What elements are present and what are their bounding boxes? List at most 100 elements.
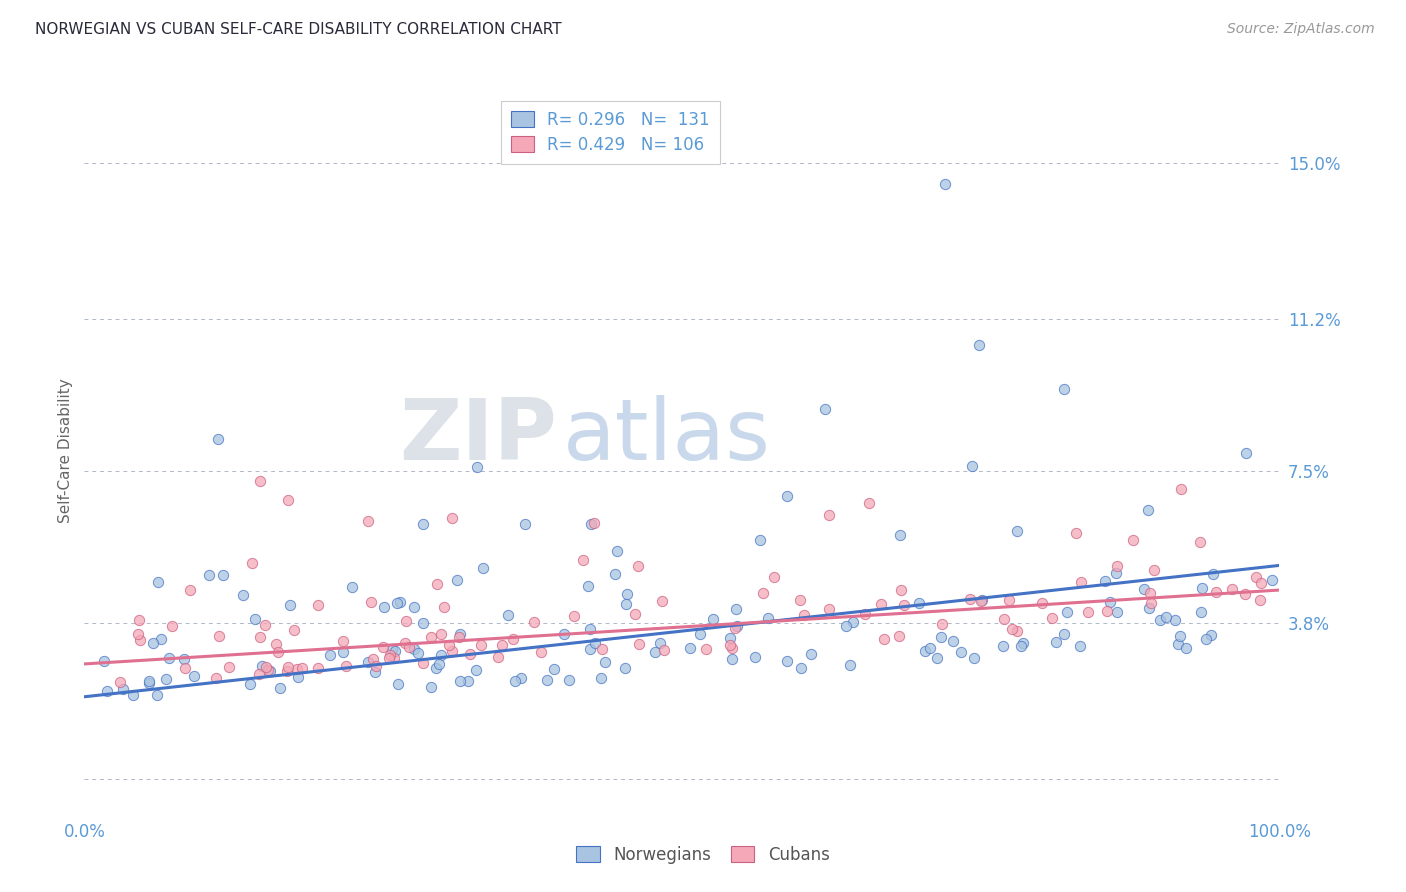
Point: [789, 593, 811, 607]
Point: [208, 629, 231, 643]
Point: [817, 508, 839, 522]
Point: [718, 638, 741, 652]
Point: [138, 673, 160, 688]
Point: [998, 592, 1021, 607]
Point: [1164, 613, 1187, 627]
Text: ZIP: ZIP: [399, 394, 557, 477]
Point: [800, 647, 823, 661]
Point: [1149, 613, 1171, 627]
Point: [420, 680, 443, 694]
Point: [593, 655, 616, 669]
Point: [412, 656, 434, 670]
Point: [498, 608, 520, 623]
Point: [371, 640, 394, 654]
Point: [437, 638, 460, 652]
Point: [993, 612, 1015, 626]
Point: [1244, 570, 1267, 584]
Point: [425, 661, 447, 675]
Point: [576, 579, 599, 593]
Point: [378, 651, 401, 665]
Point: [93, 654, 115, 668]
Point: [582, 516, 605, 530]
Point: [1053, 382, 1076, 396]
Point: [269, 681, 291, 695]
Point: [412, 615, 434, 630]
Point: [1122, 533, 1144, 547]
Point: [725, 619, 748, 633]
Point: [1001, 623, 1024, 637]
Point: [793, 607, 815, 622]
Point: [384, 651, 406, 665]
Point: [285, 662, 308, 676]
Point: [307, 661, 329, 675]
Point: [128, 613, 150, 627]
Point: [931, 617, 953, 632]
Point: [893, 598, 915, 612]
Point: [276, 665, 298, 679]
Point: [790, 660, 813, 674]
Point: [776, 654, 799, 668]
Point: [291, 661, 314, 675]
Point: [1167, 637, 1189, 651]
Point: [970, 592, 993, 607]
Point: [420, 630, 443, 644]
Point: [644, 645, 666, 659]
Point: [318, 648, 340, 662]
Point: [1250, 576, 1272, 591]
Point: [889, 528, 911, 542]
Point: [1045, 635, 1067, 649]
Point: [249, 474, 271, 488]
Point: [127, 627, 149, 641]
Point: [207, 433, 229, 447]
Point: [155, 673, 177, 687]
Point: [1202, 567, 1225, 582]
Text: atlas: atlas: [562, 394, 770, 477]
Point: [1098, 595, 1121, 609]
Point: [360, 595, 382, 609]
Point: [160, 619, 183, 633]
Legend: Norwegians, Cubans: Norwegians, Cubans: [569, 839, 837, 871]
Point: [562, 608, 585, 623]
Point: [628, 637, 651, 651]
Point: [744, 650, 766, 665]
Point: [869, 597, 891, 611]
Point: [430, 627, 453, 641]
Point: [934, 177, 956, 191]
Point: [335, 659, 357, 673]
Point: [250, 659, 273, 673]
Point: [970, 594, 993, 608]
Point: [1011, 636, 1033, 650]
Legend: R= 0.296   N=  131, R= 0.429   N= 106: R= 0.296 N= 131, R= 0.429 N= 106: [501, 101, 720, 164]
Point: [835, 618, 858, 632]
Point: [1056, 605, 1078, 619]
Point: [332, 634, 354, 648]
Point: [440, 510, 463, 524]
Point: [1205, 585, 1227, 599]
Point: [146, 574, 169, 589]
Point: [240, 556, 263, 570]
Point: [536, 673, 558, 687]
Point: [1154, 610, 1177, 624]
Point: [232, 588, 254, 602]
Point: [1199, 628, 1222, 642]
Point: [1107, 558, 1129, 573]
Point: [572, 553, 595, 567]
Point: [1133, 582, 1156, 596]
Point: [183, 669, 205, 683]
Point: [1136, 502, 1159, 516]
Point: [381, 641, 404, 656]
Point: [1261, 573, 1284, 587]
Point: [624, 607, 647, 621]
Point: [752, 586, 775, 600]
Point: [486, 650, 509, 665]
Point: [963, 651, 986, 665]
Point: [724, 602, 747, 616]
Point: [543, 662, 565, 676]
Point: [603, 566, 626, 581]
Point: [1095, 604, 1118, 618]
Point: [814, 402, 837, 417]
Point: [1105, 566, 1128, 580]
Point: [277, 492, 299, 507]
Point: [406, 646, 429, 660]
Point: [385, 596, 408, 610]
